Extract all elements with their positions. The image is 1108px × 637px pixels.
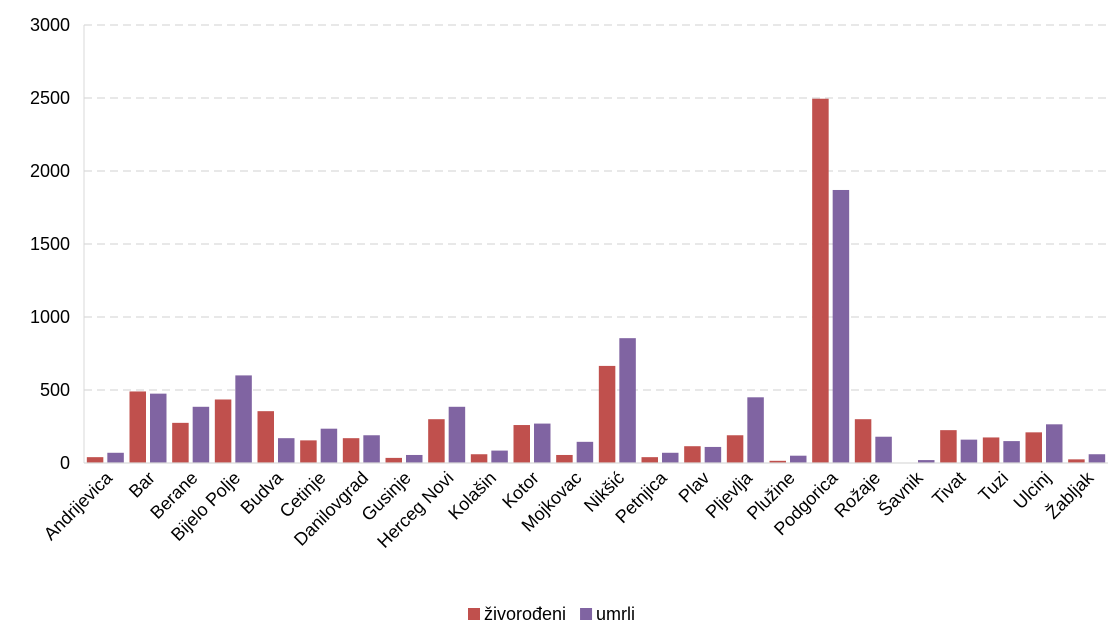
bar-umrli xyxy=(107,452,124,463)
bar-zivorodeni xyxy=(257,411,274,463)
x-tick-label: Žabljak xyxy=(1042,467,1098,523)
bar-zivorodeni xyxy=(982,437,1000,463)
bar-umrli xyxy=(235,375,252,463)
bar-umrli xyxy=(918,460,935,463)
bar-zivorodeni xyxy=(684,446,701,463)
y-tick-label: 3000 xyxy=(30,15,70,35)
x-tick-label: Kolašin xyxy=(444,468,500,524)
bar-umrli xyxy=(747,397,764,463)
bar-zivorodeni xyxy=(1025,432,1042,463)
bar-zivorodeni xyxy=(598,365,616,463)
legend-swatch xyxy=(580,608,593,620)
y-axis: 0 500 1000 1500 2000 2500 3000 xyxy=(30,15,85,473)
bar-umrli xyxy=(704,446,722,463)
bar-umrli xyxy=(662,452,679,463)
bar-umrli xyxy=(363,435,380,463)
gridlines xyxy=(84,24,1108,391)
x-tick-label: Rožaje xyxy=(830,468,884,522)
x-tick-label: Andrijevica xyxy=(40,467,117,544)
y-tick-label: 1000 xyxy=(30,307,70,327)
bar-umrli xyxy=(790,455,807,463)
bar-zivorodeni xyxy=(1068,459,1085,463)
bar-zivorodeni xyxy=(726,435,744,463)
y-tick-label: 0 xyxy=(60,453,70,473)
x-tick-label: Tuzi xyxy=(974,468,1012,506)
bar-umrli xyxy=(1003,441,1020,463)
bar-umrli xyxy=(576,441,594,463)
bar-umrli xyxy=(320,428,338,463)
x-tick-label: Šavnik xyxy=(874,466,928,520)
bar-umrli xyxy=(278,438,295,463)
bar-umrli xyxy=(960,439,978,463)
bar-zivorodeni xyxy=(854,419,872,463)
y-tick-label: 2000 xyxy=(30,161,70,181)
bar-zivorodeni xyxy=(129,391,146,463)
bar-zivorodeni xyxy=(172,422,189,463)
bar-zivorodeni xyxy=(513,425,530,463)
bar-zivorodeni xyxy=(342,438,360,463)
bar-zivorodeni xyxy=(300,440,317,463)
y-tick-label: 2500 xyxy=(30,88,70,108)
bar-umrli xyxy=(832,189,850,464)
bar-zivorodeni xyxy=(385,457,402,463)
bar-umrli xyxy=(491,450,508,463)
bar-umrli xyxy=(448,406,466,463)
bar-zivorodeni xyxy=(86,457,104,463)
bar-zivorodeni xyxy=(641,457,658,463)
x-tick-label: Tivat xyxy=(928,468,969,509)
legend-label: živorođeni xyxy=(484,604,566,624)
bar-umrli xyxy=(192,406,210,463)
bar-umrli xyxy=(875,436,892,463)
bar-umrli xyxy=(534,423,551,463)
bar-zivorodeni xyxy=(214,399,232,463)
bar-zivorodeni xyxy=(428,419,445,463)
bar-umrli xyxy=(1088,454,1106,463)
bar-umrli xyxy=(619,338,636,463)
legend-label: umrli xyxy=(596,604,635,624)
bar-zivorodeni xyxy=(556,454,573,463)
legend-swatch xyxy=(468,608,480,620)
y-tick-label: 1500 xyxy=(30,234,70,254)
bars xyxy=(86,98,1106,464)
bar-umrli xyxy=(1046,424,1063,463)
bar-umrli xyxy=(150,393,167,463)
x-tick-label: Bar xyxy=(125,468,159,502)
bar-zivorodeni xyxy=(940,430,957,463)
y-tick-label: 500 xyxy=(40,380,70,400)
bar-zivorodeni xyxy=(470,454,488,463)
bar-zivorodeni xyxy=(812,98,829,463)
legend: živorođeni umrli xyxy=(468,604,635,624)
bar-umrli xyxy=(406,454,423,463)
bar-zivorodeni xyxy=(769,460,786,463)
